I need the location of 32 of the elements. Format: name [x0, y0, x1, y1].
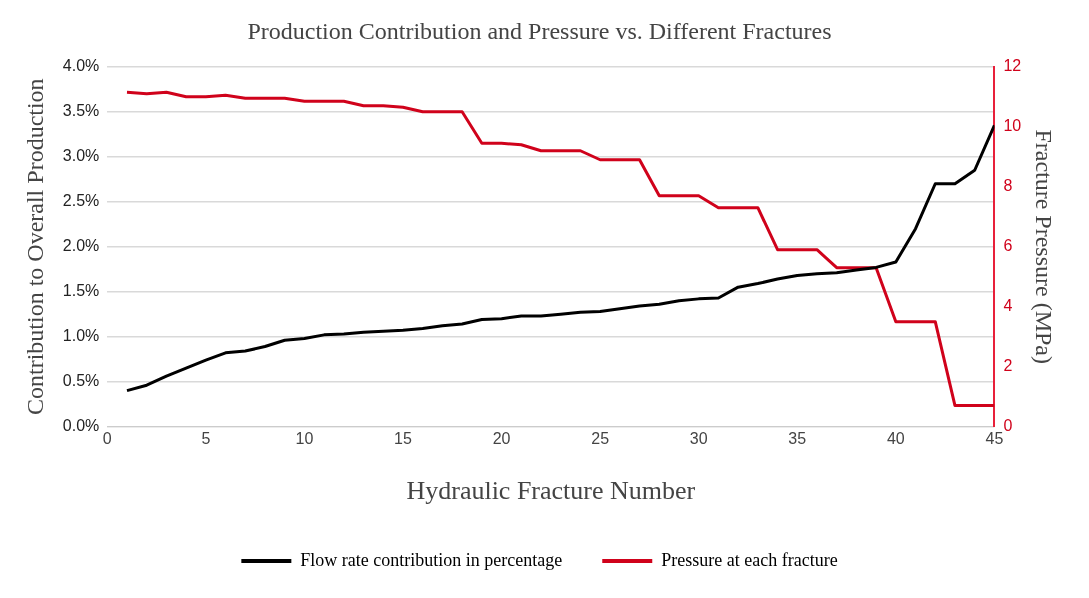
y2-tick-label: 0 — [1003, 417, 1013, 435]
y2-tick-label: 6 — [1003, 237, 1013, 255]
y-tick-label: 2.0% — [62, 237, 100, 255]
x-axis-title: Hydraulic Fracture Number — [406, 476, 696, 506]
x-tick-label: 45 — [985, 429, 1004, 447]
y2-tick-label: 4 — [1003, 297, 1013, 315]
x-tick-label: 15 — [394, 429, 412, 447]
x-tick-label: 5 — [201, 429, 211, 447]
y-tick-label: 3.0% — [62, 147, 100, 165]
x-tick-label: 0 — [102, 429, 112, 447]
y-axis-title: Contribution to Overall Production — [21, 78, 48, 416]
y2-tick-label: 2 — [1003, 357, 1013, 375]
legend-label: Pressure at each fracture — [661, 549, 838, 570]
x-tick-label: 10 — [295, 429, 314, 447]
y2-tick-label: 8 — [1003, 177, 1013, 195]
y2-axis-title: Fracture Pressure (MPa) — [1031, 129, 1058, 364]
chart-title: Production Contribution and Pressure vs. Different Fractures — [247, 17, 832, 44]
x-tick-label: 30 — [689, 429, 708, 447]
y2-tick-label: 10 — [1003, 117, 1022, 135]
x-tick-label: 40 — [886, 429, 905, 447]
y-tick-label: 0.5% — [62, 372, 100, 390]
x-tick-label: 20 — [492, 429, 511, 447]
y-tick-label: 3.5% — [62, 102, 100, 120]
legend-label: Flow rate contribution in percentage — [300, 549, 563, 570]
y-tick-label: 1.5% — [62, 282, 100, 300]
y2-tick-label: 12 — [1003, 57, 1022, 75]
x-tick-label: 35 — [788, 429, 807, 447]
y-tick-label: 2.5% — [62, 192, 100, 210]
y-tick-label: 4.0% — [62, 57, 100, 75]
x-tick-label: 25 — [591, 429, 610, 447]
y-tick-label: 1.0% — [62, 327, 100, 345]
y-tick-label: 0.0% — [62, 417, 100, 435]
